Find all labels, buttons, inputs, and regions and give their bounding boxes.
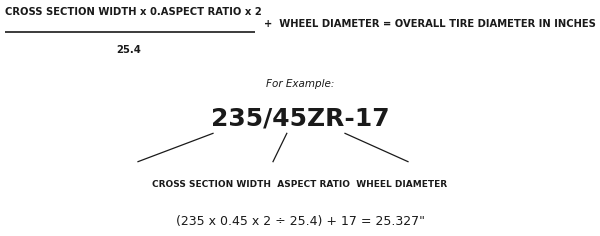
Text: CROSS SECTION WIDTH  ASPECT RATIO  WHEEL DIAMETER: CROSS SECTION WIDTH ASPECT RATIO WHEEL D… [152, 180, 448, 189]
Text: +  WHEEL DIAMETER = OVERALL TIRE DIAMETER IN INCHES: + WHEEL DIAMETER = OVERALL TIRE DIAMETER… [264, 19, 596, 29]
Text: (235 x 0.45 x 2 ÷ 25.4) + 17 = 25.327": (235 x 0.45 x 2 ÷ 25.4) + 17 = 25.327" [176, 215, 425, 228]
Text: 25.4: 25.4 [116, 45, 142, 55]
Text: 235/45ZR-17: 235/45ZR-17 [211, 106, 389, 130]
Text: For Example:: For Example: [266, 79, 334, 89]
Text: CROSS SECTION WIDTH x 0.ASPECT RATIO x 2: CROSS SECTION WIDTH x 0.ASPECT RATIO x 2 [5, 7, 262, 17]
